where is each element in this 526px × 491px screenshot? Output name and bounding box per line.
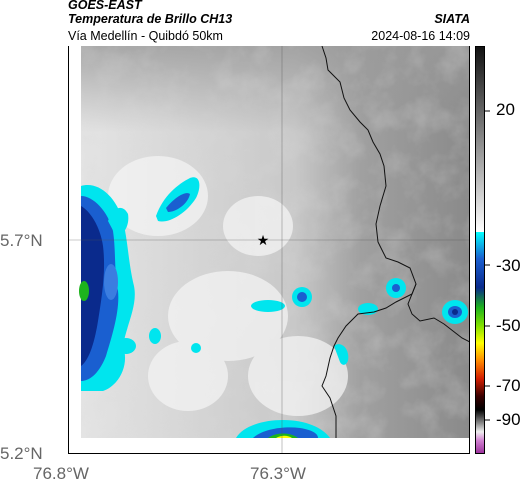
colorbar-label-20: 20 — [496, 100, 515, 119]
cold-cloud-cells — [251, 278, 468, 365]
colorbar-label-minus30: -30 — [496, 256, 521, 275]
satellite-map[interactable]: ★ — [68, 46, 470, 454]
colorbar — [475, 46, 485, 454]
timestamp-label: 2024-08-16 14:09 — [371, 29, 470, 43]
cold-cloud-south — [236, 420, 330, 438]
agency-title: GOES-EAST — [68, 0, 142, 12]
no-data-strip — [68, 438, 470, 454]
department-boundary-east — [407, 283, 470, 343]
cold-cloud-northwest — [108, 177, 200, 236]
cold-cloud-west — [79, 185, 201, 391]
warm-cloud-patches — [108, 156, 348, 416]
lon-label-76-8: 76.8°W — [33, 464, 89, 483]
star-marker[interactable]: ★ — [257, 233, 270, 249]
area-subtitle: Vía Medellín - Quibdó 50km — [68, 29, 223, 43]
lat-label-5-7: 5.7°N — [0, 231, 43, 250]
colorbar-scale — [475, 46, 485, 454]
colorbar-label-minus50: -50 — [496, 316, 521, 335]
lat-label-5-2: 5.2°N — [0, 444, 43, 463]
map-canvas: ★ — [68, 46, 470, 454]
product-title: Temperatura de Brillo CH13 — [68, 12, 233, 26]
source-label: SIATA — [434, 12, 470, 26]
department-boundary — [321, 46, 417, 438]
colorbar-label-minus90: -90 — [496, 410, 521, 429]
lon-label-76-3: 76.3°W — [250, 464, 306, 483]
colorbar-label-minus70: -70 — [496, 376, 521, 395]
colorbar-ticks — [485, 110, 490, 421]
